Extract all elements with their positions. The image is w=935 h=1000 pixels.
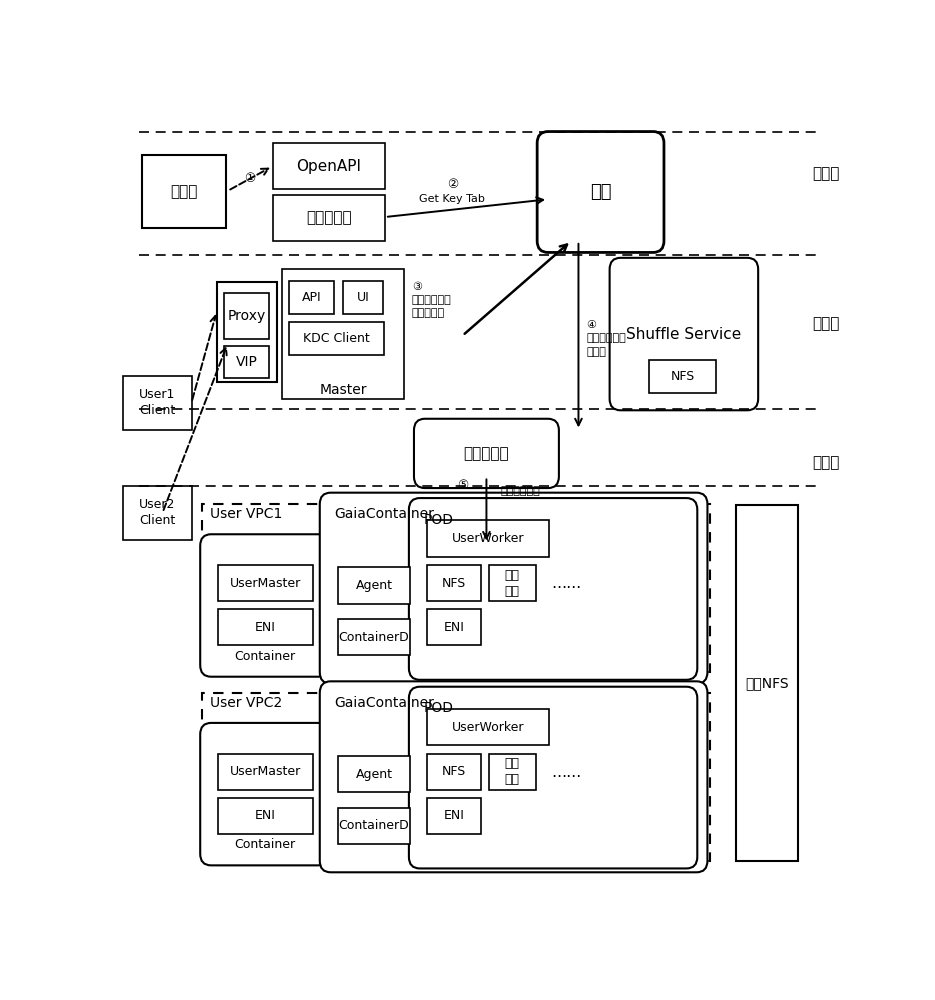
Text: ②: ②: [447, 178, 458, 191]
Text: ENI: ENI: [444, 809, 465, 822]
FancyBboxPatch shape: [338, 756, 410, 792]
FancyBboxPatch shape: [224, 293, 269, 339]
FancyBboxPatch shape: [282, 269, 404, 399]
FancyBboxPatch shape: [409, 498, 698, 680]
Text: Agent: Agent: [355, 768, 393, 781]
FancyBboxPatch shape: [343, 281, 382, 314]
Text: NFS: NFS: [442, 765, 467, 778]
Text: UserMaster: UserMaster: [230, 765, 301, 778]
Text: Container: Container: [234, 838, 295, 852]
Text: API: API: [302, 291, 322, 304]
Text: UserWorker: UserWorker: [452, 532, 525, 545]
FancyBboxPatch shape: [218, 798, 312, 834]
Text: 管控: 管控: [590, 183, 611, 201]
Text: User2
Client: User2 Client: [139, 498, 175, 527]
FancyBboxPatch shape: [610, 258, 758, 410]
FancyBboxPatch shape: [224, 346, 269, 378]
FancyBboxPatch shape: [338, 619, 410, 655]
Text: 公共NFS: 公共NFS: [745, 676, 789, 690]
FancyBboxPatch shape: [427, 609, 482, 645]
Text: ENI: ENI: [255, 809, 276, 822]
Text: UI: UI: [356, 291, 369, 304]
FancyBboxPatch shape: [202, 504, 710, 672]
Text: ENI: ENI: [444, 621, 465, 634]
Text: GaiaContainer: GaiaContainer: [335, 696, 434, 710]
Text: 弹性资源申请: 弹性资源申请: [501, 486, 540, 496]
Text: 服务面: 服务面: [813, 317, 840, 332]
FancyBboxPatch shape: [200, 534, 329, 677]
Text: ContainerD: ContainerD: [338, 819, 410, 832]
Text: ……: ……: [552, 576, 582, 591]
FancyBboxPatch shape: [273, 143, 385, 189]
FancyBboxPatch shape: [427, 798, 482, 834]
Text: Shuffle Service: Shuffle Service: [626, 327, 741, 342]
FancyBboxPatch shape: [218, 565, 312, 601]
FancyBboxPatch shape: [320, 493, 708, 684]
FancyBboxPatch shape: [409, 687, 698, 868]
FancyBboxPatch shape: [122, 486, 192, 540]
Text: ContainerD: ContainerD: [338, 631, 410, 644]
FancyBboxPatch shape: [320, 681, 708, 872]
Text: 控制台: 控制台: [170, 184, 197, 199]
Text: Get Key Tab: Get Key Tab: [420, 194, 485, 204]
Text: ⑤: ⑤: [457, 479, 468, 492]
Text: 资源面: 资源面: [813, 455, 840, 470]
Text: NFS: NFS: [670, 370, 695, 383]
FancyBboxPatch shape: [122, 376, 192, 430]
FancyBboxPatch shape: [489, 565, 536, 601]
FancyBboxPatch shape: [338, 567, 410, 604]
FancyBboxPatch shape: [142, 155, 225, 228]
Text: ……: ……: [552, 765, 582, 780]
FancyBboxPatch shape: [273, 195, 385, 241]
Text: Container: Container: [234, 650, 295, 663]
FancyBboxPatch shape: [650, 360, 716, 393]
Text: User VPC1: User VPC1: [209, 507, 282, 521]
FancyBboxPatch shape: [489, 754, 536, 790]
Text: User VPC2: User VPC2: [209, 696, 281, 710]
FancyBboxPatch shape: [202, 693, 710, 861]
FancyBboxPatch shape: [200, 723, 329, 865]
Text: ①: ①: [244, 172, 255, 185]
FancyBboxPatch shape: [427, 754, 482, 790]
FancyBboxPatch shape: [737, 505, 798, 861]
Text: NFS: NFS: [442, 577, 467, 590]
Text: GaiaContainer: GaiaContainer: [335, 507, 434, 521]
Text: 业务
数据: 业务 数据: [505, 757, 520, 786]
Text: KDC Client: KDC Client: [303, 332, 370, 345]
FancyBboxPatch shape: [218, 754, 312, 790]
Text: Agent: Agent: [355, 579, 393, 592]
Text: 业务
数据: 业务 数据: [505, 569, 520, 598]
FancyBboxPatch shape: [217, 282, 277, 382]
FancyBboxPatch shape: [537, 132, 664, 252]
Text: 资源管控层: 资源管控层: [464, 446, 510, 461]
FancyBboxPatch shape: [289, 281, 335, 314]
Text: POD: POD: [424, 513, 453, 527]
Text: ④
为用户作业申
请资源: ④ 为用户作业申 请资源: [586, 320, 626, 357]
Text: 数据库管控: 数据库管控: [306, 210, 352, 225]
Text: UserMaster: UserMaster: [230, 577, 301, 590]
FancyBboxPatch shape: [427, 709, 549, 745]
Text: POD: POD: [424, 701, 453, 715]
FancyBboxPatch shape: [427, 520, 549, 557]
Text: Proxy: Proxy: [227, 309, 266, 323]
Text: ENI: ENI: [255, 621, 276, 634]
Text: OpenAPI: OpenAPI: [296, 159, 361, 174]
Text: Master: Master: [319, 383, 367, 397]
FancyBboxPatch shape: [427, 565, 482, 601]
Text: VIP: VIP: [236, 355, 257, 369]
FancyBboxPatch shape: [218, 609, 312, 645]
Text: UserWorker: UserWorker: [452, 721, 525, 734]
Text: ③
认证用户身份
及申请资源: ③ 认证用户身份 及申请资源: [411, 282, 452, 318]
Text: 控制面: 控制面: [813, 166, 840, 181]
FancyBboxPatch shape: [338, 808, 410, 844]
FancyBboxPatch shape: [414, 419, 559, 488]
Text: User1
Client: User1 Client: [139, 388, 175, 417]
FancyBboxPatch shape: [289, 322, 383, 355]
